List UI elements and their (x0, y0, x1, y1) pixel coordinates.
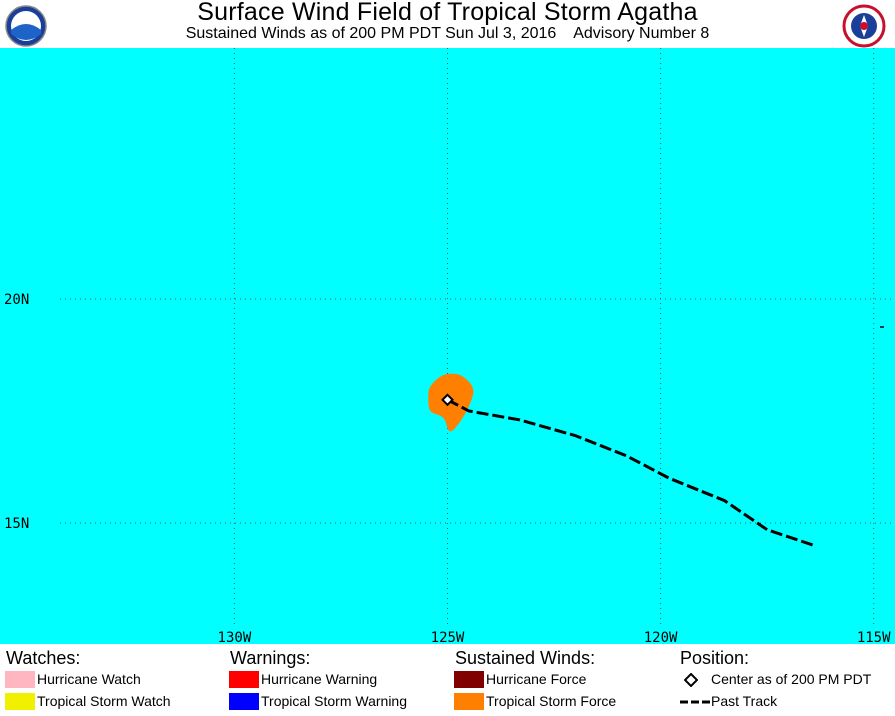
legend-tropical-storm-watch: Tropical Storm Watch (37, 693, 171, 709)
past-track-line (446, 398, 815, 547)
swatch-hurricane-watch (5, 671, 35, 688)
lon-label: 115W (857, 630, 891, 644)
swatch-hurricane-force (454, 671, 484, 688)
center-diamond-icon (684, 673, 698, 687)
page-title: Surface Wind Field of Tropical Storm Aga… (197, 0, 698, 26)
legend-tropical-storm-force: Tropical Storm Force (486, 693, 617, 709)
swatch-tropical-storm-watch (5, 693, 35, 710)
legend-past-track: Past Track (711, 693, 778, 709)
legend: Watches: Hurricane Watch Tropical Storm … (0, 644, 895, 716)
ocean-background (0, 48, 895, 644)
header: Surface Wind Field of Tropical Storm Aga… (0, 0, 895, 48)
noaa-logo-icon (5, 5, 47, 47)
nws-logo-icon (842, 4, 886, 48)
lon-label: 130W (218, 630, 252, 644)
storm-center-marker (441, 393, 454, 407)
legend-hurricane-watch: Hurricane Watch (37, 671, 141, 687)
legend-winds-heading: Sustained Winds: (455, 648, 596, 668)
legend-warnings-heading: Warnings: (230, 648, 311, 668)
map-grid (60, 48, 895, 626)
legend-watches-heading: Watches: (6, 648, 81, 668)
past-track-dash-icon (680, 700, 710, 704)
legend-hurricane-force: Hurricane Force (486, 671, 587, 687)
swatch-tropical-storm-force (454, 693, 484, 710)
lat-label: 20N (4, 292, 29, 308)
legend-center-position: Center as of 200 PM PDT (711, 671, 872, 687)
lat-label: 15N (4, 516, 29, 532)
legend-tropical-storm-warning: Tropical Storm Warning (261, 693, 408, 709)
lon-label: 125W (431, 630, 465, 644)
page-subtitle: Sustained Winds as of 200 PM PDT Sun Jul… (185, 25, 710, 42)
swatch-tropical-storm-warning (229, 693, 259, 710)
past-track-path (446, 398, 815, 547)
swatch-hurricane-warning (229, 671, 259, 688)
map-labels: 20N 15N 130W 125W 120W 115W (4, 292, 891, 644)
legend-hurricane-warning: Hurricane Warning (261, 671, 378, 687)
storm-center-diamond (441, 393, 454, 407)
legend-position-heading: Position: (680, 648, 750, 668)
storm-map: 20N 15N 130W 125W 120W 115W (0, 48, 895, 644)
lon-label: 120W (644, 630, 678, 644)
